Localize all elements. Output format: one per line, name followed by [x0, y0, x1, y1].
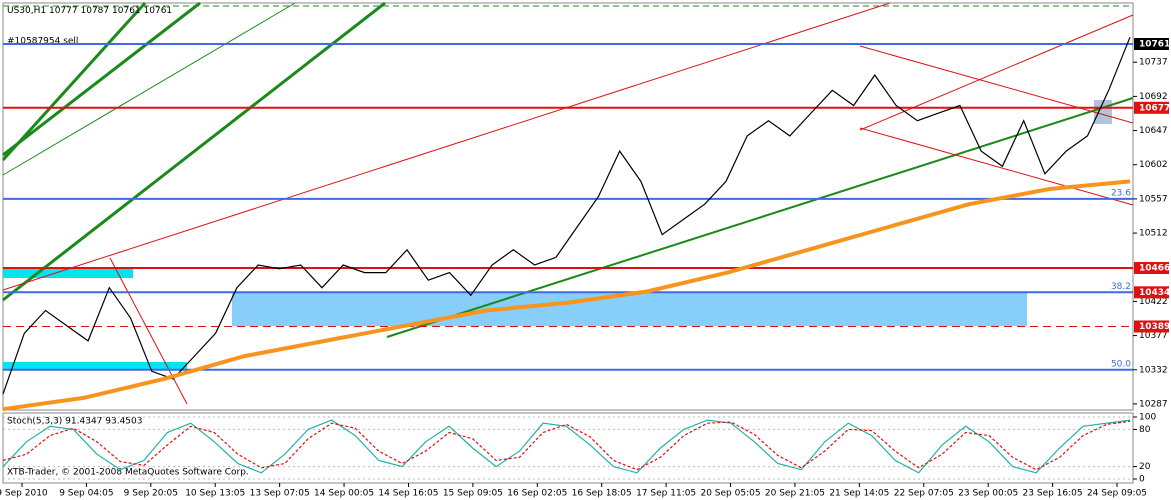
- ohlc: 10761: [112, 6, 141, 16]
- y-tick-label: 80: [1139, 425, 1151, 435]
- copyright: XTB-Trader, © 2001-2008 MetaQuotes Softw…: [7, 468, 249, 478]
- trendline: [109, 257, 188, 405]
- level-tag: [1134, 38, 1169, 51]
- y-tick-label: 10377: [1139, 331, 1168, 341]
- trendline: [2, 1, 386, 302]
- trendline: [859, 45, 1134, 124]
- trendline: [859, 127, 1134, 206]
- x-tick-label: 23 Sep 16:05: [1023, 489, 1083, 499]
- level-label: 10434: [1139, 288, 1170, 298]
- trendline: [1, 1, 147, 162]
- y-tick-label: 10692: [1139, 92, 1168, 102]
- level-tag: [1134, 286, 1169, 299]
- y-tick-label: 10332: [1139, 365, 1168, 375]
- price-panel: [2, 2, 1134, 411]
- trendline: [2, 2, 891, 291]
- level-tag: [1134, 320, 1169, 333]
- x-tick-label: 10 Sep 13:05: [185, 489, 245, 499]
- x-tick-label: 20 Sep 05:05: [700, 489, 760, 499]
- y-tick-label: 10287: [1139, 399, 1168, 409]
- x-tick-label: 23 Sep 00:05: [958, 489, 1018, 499]
- x-tick-label: 24 Sep 09:05: [1087, 489, 1147, 499]
- fibo-label: 50.0: [1111, 359, 1131, 369]
- level-label: 10389: [1139, 322, 1170, 332]
- x-tick-label: 17 Sep 11:05: [636, 489, 696, 499]
- y-tick-label: 20: [1139, 462, 1151, 472]
- y-tick-label: 10422: [1139, 297, 1168, 307]
- ohlc: 10787: [81, 6, 110, 16]
- fibo-label: 38.2: [1111, 282, 1131, 292]
- symbol: US30,H1: [7, 6, 46, 16]
- zone: [3, 362, 187, 370]
- ohlc: 10777: [49, 6, 78, 16]
- y-tick-label: 10512: [1139, 229, 1168, 239]
- trendline: [386, 97, 1134, 338]
- header: US30,H1 10777 10787 10761 10761: [7, 6, 172, 16]
- x-tick-label: 22 Sep 07:05: [894, 489, 954, 499]
- y-tick-label: 10557: [1139, 194, 1168, 204]
- x-tick-label: 9 Sep 2010: [0, 489, 48, 499]
- level-label: 10466: [1139, 264, 1170, 274]
- zone: [3, 268, 133, 278]
- x-tick-label: 21 Sep 14:05: [829, 489, 889, 499]
- x-tick-label: 9 Sep 04:05: [59, 489, 113, 499]
- y-tick-label: 10602: [1139, 160, 1168, 170]
- x-tick-label: 20 Sep 21:05: [765, 489, 825, 499]
- order-label: #10587954 sell: [7, 37, 78, 47]
- x-tick-label: 16 Sep 18:05: [572, 489, 632, 499]
- level-tag: [1134, 101, 1169, 114]
- x-tick-label: 16 Sep 02:05: [507, 489, 567, 499]
- trendline: [2, 1, 201, 157]
- y-tick-label: 10647: [1139, 126, 1168, 136]
- trendlines: [1, 1, 1134, 405]
- stoch-title: Stoch(5,3,3) 91.4347 93.4503: [7, 417, 142, 427]
- x-tick-label: 9 Sep 20:05: [124, 489, 178, 499]
- x-tick-label: 15 Sep 09:05: [443, 489, 503, 499]
- series-line: [2, 419, 1131, 474]
- x-tick-label: 14 Sep 16:05: [378, 489, 438, 499]
- y-tick-label: 10737: [1139, 58, 1168, 68]
- fibo-label: 23.6: [1111, 188, 1131, 198]
- level-label: 10677: [1139, 103, 1170, 113]
- x-tick-label: 13 Sep 07:05: [250, 489, 310, 499]
- trendline: [2, 2, 296, 176]
- zone: [232, 292, 1027, 326]
- series-line: [2, 36, 1131, 395]
- series-line: [2, 420, 1131, 471]
- y-tick-label: 0: [1139, 475, 1145, 485]
- level-label: 10761: [1139, 40, 1170, 50]
- x-tick-label: 14 Sep 00:05: [314, 489, 374, 499]
- y-tick-label: 100: [1139, 413, 1156, 423]
- trendline: [859, 14, 1134, 131]
- ohlc: 10761: [144, 6, 173, 16]
- level-tag: [1134, 262, 1169, 275]
- series-line: [2, 179, 1131, 412]
